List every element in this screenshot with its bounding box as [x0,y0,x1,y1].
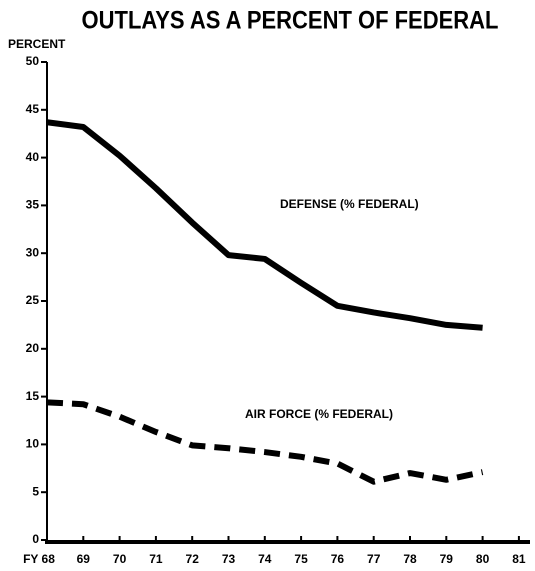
x-tick-label: 75 [294,552,308,566]
y-tick-label: 10 [26,437,40,451]
chart-title: OUTLAYS AS A PERCENT OF FEDERAL [82,7,499,35]
x-tick-label: 70 [113,552,127,566]
x-tick-label: 78 [403,552,417,566]
y-tick-label: 15 [26,389,40,403]
y-tick-label: 5 [32,484,39,498]
series-label: AIR FORCE (% FEDERAL) [245,407,393,421]
x-tick-label: 71 [149,552,163,566]
series-line [46,399,484,485]
x-tick-label: 74 [258,552,272,566]
x-tick-label: 76 [331,552,345,566]
x-tick-label: 73 [222,552,236,566]
series-label: DEFENSE (% FEDERAL) [280,197,419,211]
y-tick-label: 50 [26,54,40,68]
y-tick-label: 20 [26,341,40,355]
x-tick-label: 72 [186,552,200,566]
y-tick-label: 30 [26,245,40,259]
x-tick-label: 69 [77,552,91,566]
y-axis-label: PERCENT [8,37,66,51]
series-line [46,119,483,331]
x-tick-label: FY 68 [23,552,55,566]
x-tick-label: 81 [512,552,526,566]
y-tick-label: 35 [26,198,40,212]
x-tick-label: 77 [367,552,381,566]
y-tick-label: 25 [26,293,40,307]
x-tick-label: 80 [476,552,490,566]
y-tick-label: 0 [32,532,39,546]
y-tick-label: 40 [26,150,40,164]
y-tick-label: 45 [26,102,40,116]
x-tick-label: 79 [440,552,454,566]
